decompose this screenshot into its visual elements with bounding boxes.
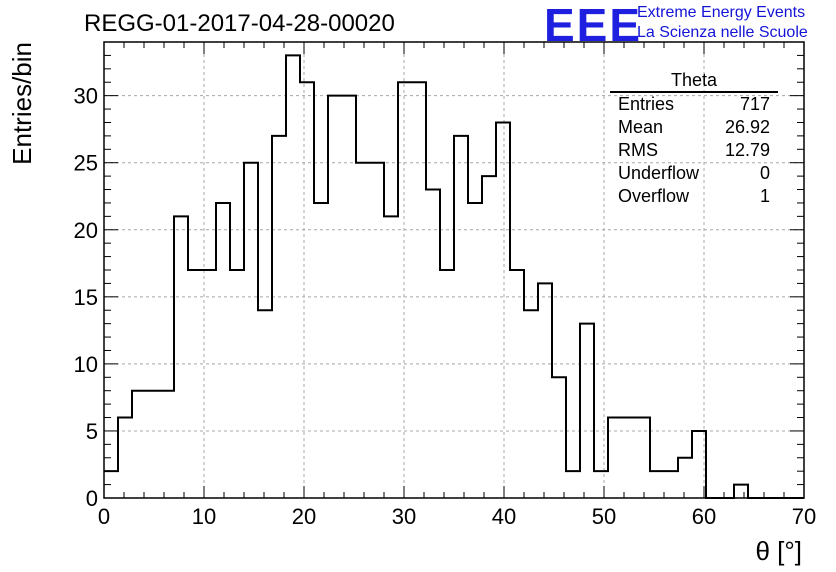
x-tick-label: 0 [98,504,110,529]
stats-value: 0 [759,163,770,183]
x-tick-label: 10 [192,504,216,529]
stats-label: Overflow [618,186,690,206]
y-tick-label: 25 [74,151,98,176]
eee-logo: EEE [544,0,643,51]
stats-row: RMS 12.79 [610,139,778,162]
stats-row: Entries 717 [610,93,778,116]
x-tick-label: 70 [792,504,816,529]
stats-box: Theta Entries 717 Mean 26.92 RMS 12.79 Underfl… [610,70,778,208]
y-tick-label: 0 [86,486,98,511]
x-axis-title: θ [°] [755,536,802,566]
stats-label: Entries [618,94,675,114]
x-tick-label: 20 [292,504,316,529]
stats-row: Underflow 0 [610,162,778,185]
y-tick-label: 20 [74,218,98,243]
y-tick-label: 30 [74,84,98,109]
stats-value: 1 [759,186,770,206]
stats-value: 26.92 [724,117,770,137]
y-tick-label: 15 [74,285,98,310]
x-tick-label: 30 [392,504,416,529]
stats-rows: Entries 717 Mean 26.92 RMS 12.79 Underflow 0 Ove… [610,93,778,208]
stats-label: Underflow [618,163,700,183]
stats-row: Mean 26.92 [610,116,778,139]
x-tick-label: 60 [692,504,716,529]
stats-label: RMS [618,140,658,160]
x-tick-label: 50 [592,504,616,529]
stats-title: Theta [610,70,778,93]
stats-row: Overflow 1 [610,185,778,208]
grid-layer [104,42,804,498]
brand-text: Extreme Energy Events La Scienza nelle S… [637,3,808,43]
y-tick-label: 5 [86,419,98,444]
stats-value: 12.79 [724,140,770,160]
histogram-step-line [104,54,804,499]
stats-label: Mean [618,117,664,137]
x-tick-label: 40 [492,504,516,529]
y-axis-title: Entries/bin [7,42,37,165]
brand-line-1: Extreme Energy Events [637,4,806,21]
brand-line-2: La Scienza nelle Scuole [637,24,808,41]
run-title: REGG-01-2017-04-28-00020 [84,10,395,37]
tick-marks [103,41,805,499]
stats-value: 717 [739,94,770,114]
y-tick-label: 10 [74,352,98,377]
